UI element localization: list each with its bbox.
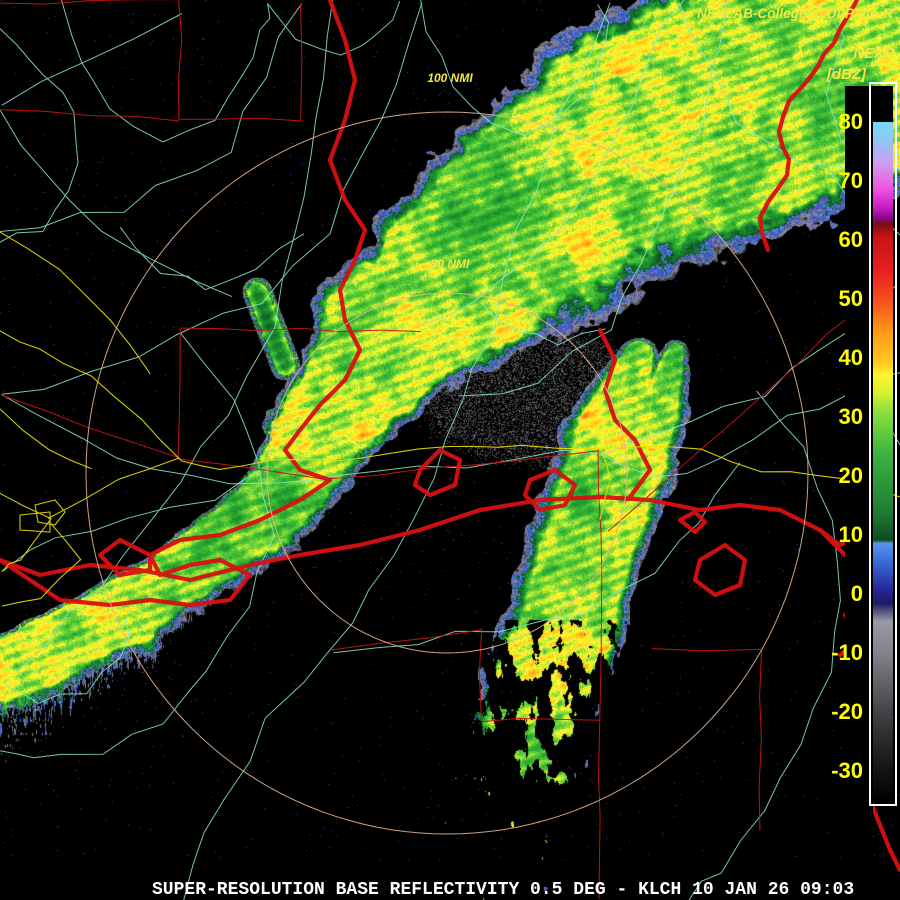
svg-text:100 NMI: 100 NMI <box>427 71 473 85</box>
svg-text:R: R <box>883 5 894 21</box>
svg-text:40: 40 <box>839 345 863 370</box>
svg-text:SUPER-RESOLUTION BASE REFLECTI: SUPER-RESOLUTION BASE REFLECTIVITY 0.5 D… <box>152 880 854 900</box>
svg-text:20: 20 <box>839 463 863 488</box>
svg-text:80: 80 <box>839 109 863 134</box>
svg-text:-20: -20 <box>831 699 863 724</box>
svg-text:60: 60 <box>839 227 863 252</box>
svg-text:50 NMI: 50 NMI <box>431 257 470 271</box>
svg-text:10: 10 <box>839 522 863 547</box>
svg-text:-30: -30 <box>831 758 863 783</box>
svg-text:30: 30 <box>839 404 863 429</box>
svg-text:NEXR: NEXR <box>853 45 895 62</box>
svg-text:NEXLAB-College of DuPage: NEXLAB-College of DuPage <box>697 6 878 21</box>
svg-text:0: 0 <box>851 581 863 606</box>
svg-text:[dBZ]: [dBZ] <box>826 66 867 83</box>
svg-text:50: 50 <box>839 286 863 311</box>
svg-text:-10: -10 <box>831 640 863 665</box>
svg-text:70: 70 <box>839 168 863 193</box>
